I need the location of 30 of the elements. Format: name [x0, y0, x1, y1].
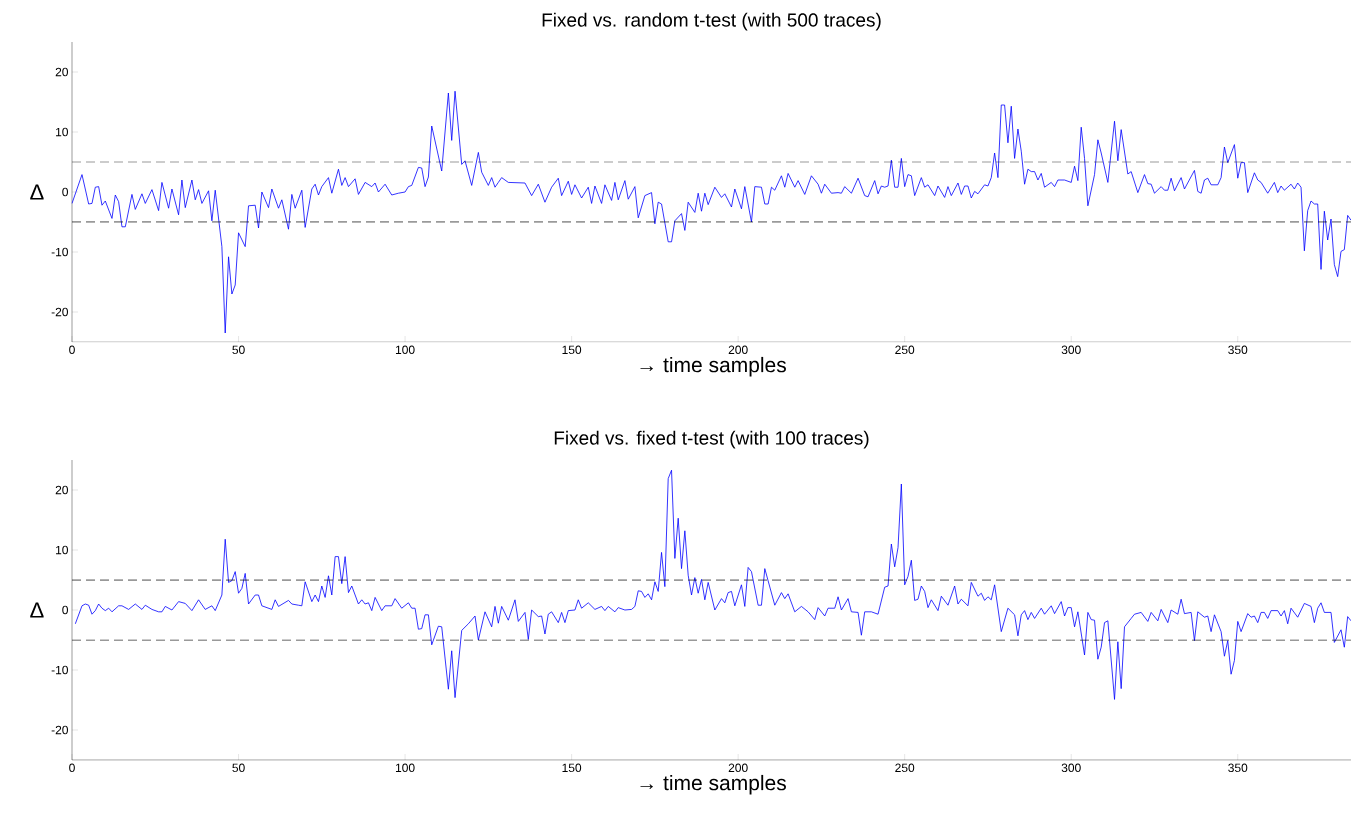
x-tick-label: 250 [895, 345, 915, 355]
x-tick-label: 200 [728, 763, 748, 773]
chart-title: Fixed vs. fixed t-test (with 100 traces) [554, 430, 869, 449]
x-tick-label: 350 [1228, 763, 1248, 773]
y-tick-label: 0 [62, 187, 69, 197]
x-tick-label: 300 [1061, 345, 1081, 355]
x-tick-label: 300 [1061, 763, 1081, 773]
y-tick-label: 20 [55, 67, 69, 77]
x-tick-label: 100 [395, 763, 415, 773]
y-tick-label: -20 [51, 307, 69, 317]
x-axis-title: → time samples [640, 356, 786, 377]
y-tick-label: -10 [51, 665, 69, 675]
x-tick-label: 150 [562, 345, 582, 355]
y-axis-title: Δ [30, 184, 44, 200]
y-tick-label: -20 [51, 725, 69, 735]
y-axis-title: Δ [30, 602, 44, 618]
y-tick-label: 0 [62, 605, 69, 615]
x-tick-label: 50 [232, 345, 245, 355]
x-tick-label: 200 [728, 345, 748, 355]
y-tick-label: 20 [55, 485, 69, 495]
x-tick-label: 250 [895, 763, 915, 773]
x-tick-label: 50 [232, 763, 245, 773]
x-axis-title: → time samples [640, 774, 786, 795]
x-tick-label: 150 [562, 763, 582, 773]
y-tick-label: -10 [51, 247, 69, 257]
y-tick-label: 10 [56, 127, 69, 137]
x-tick-label: 350 [1228, 345, 1248, 355]
x-tick-label: 100 [395, 345, 415, 355]
y-tick-label: 10 [56, 545, 69, 555]
chart-title: Fixed vs. random t-test (with 500 traces) [542, 12, 881, 31]
